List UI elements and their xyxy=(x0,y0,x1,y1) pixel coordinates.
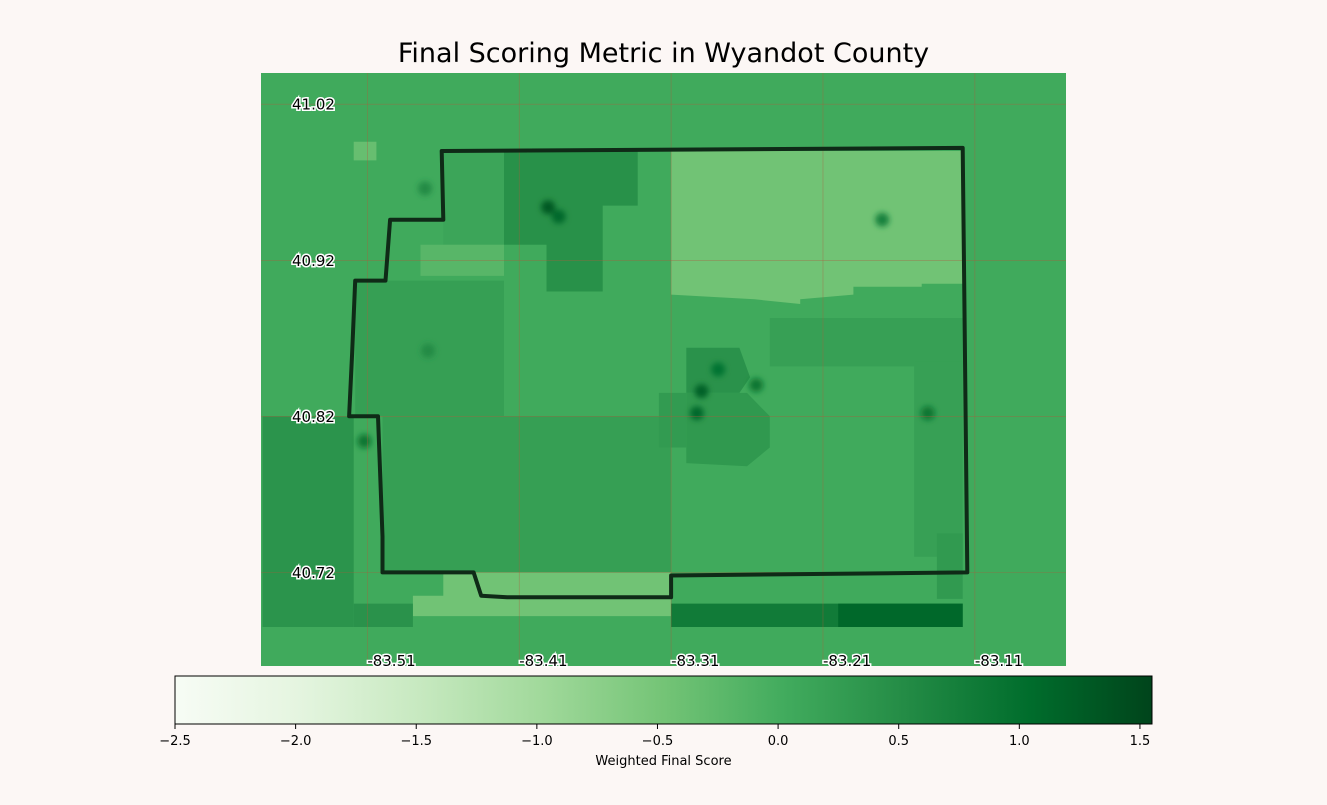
colorbar-tick-label: −2.0 xyxy=(280,734,312,749)
score-zone xyxy=(936,533,963,599)
lon-tick-label: -83.11 xyxy=(975,652,1023,670)
score-zone xyxy=(262,416,354,627)
score-zone xyxy=(382,416,504,573)
lon-tick-label: -83.41 xyxy=(519,652,567,670)
lon-tick-label: -83.21 xyxy=(823,652,871,670)
lon-tick-label: -83.51 xyxy=(367,652,415,670)
lat-tick-label: 40.92 xyxy=(292,252,335,270)
colorbar-tick-label: 1.0 xyxy=(1009,734,1030,749)
score-hotspot xyxy=(694,384,709,399)
score-hotspot xyxy=(920,406,935,421)
county-boundary xyxy=(347,145,970,600)
chart-title: Final Scoring Metric in Wyandot County xyxy=(397,38,930,69)
score-zone xyxy=(671,151,963,304)
score-zone xyxy=(838,603,963,627)
score-zone xyxy=(658,392,687,448)
score-hotspot xyxy=(357,434,372,449)
colorbar-tick-label: −1.5 xyxy=(400,734,432,749)
latitude-labels: 41.02 40.92 40.82 40.72 xyxy=(291,94,337,583)
colorbar-tick-label: −0.5 xyxy=(642,734,674,749)
colorbar: −2.5 −2.0 −1.5 −1.0 −0.5 0.0 0.5 1.0 1.5 Weighte… xyxy=(159,675,1153,769)
colorbar-tick-label: 0.0 xyxy=(768,734,789,749)
score-hotspot xyxy=(551,209,566,224)
score-hotspot xyxy=(421,343,436,358)
score-zone xyxy=(353,603,413,627)
score-hotspot xyxy=(749,378,764,393)
score-zone xyxy=(353,141,377,161)
score-zone xyxy=(504,151,638,292)
lon-tick-label: -83.31 xyxy=(671,652,719,670)
score-zone xyxy=(769,318,963,367)
colorbar-tick-label: 1.5 xyxy=(1130,734,1151,749)
score-hotspot xyxy=(689,406,704,421)
colorbar-label: Weighted Final Score xyxy=(595,754,731,769)
lat-tick-label: 40.72 xyxy=(292,564,335,582)
longitude-labels: -83.51 -83.41 -83.31 -83.21 -83.11 xyxy=(366,651,1025,672)
score-hotspot xyxy=(875,212,890,227)
score-hotspot xyxy=(711,362,726,377)
score-hotspot xyxy=(418,181,432,196)
score-zones xyxy=(262,141,963,627)
score-zone xyxy=(443,151,504,245)
lat-tick-label: 40.82 xyxy=(292,408,335,426)
score-zone xyxy=(914,361,963,557)
colorbar-bar xyxy=(174,675,1153,725)
colorbar-tick-label: 0.5 xyxy=(888,734,909,749)
colorbar-tick-label: −2.5 xyxy=(159,734,191,749)
score-zone xyxy=(504,416,672,573)
colorbar-ticks: −2.5 −2.0 −1.5 −1.0 −0.5 0.0 0.5 1.0 1.5 xyxy=(159,724,1150,749)
score-hotspots xyxy=(357,181,935,449)
score-zone xyxy=(412,572,672,617)
score-zone xyxy=(686,392,770,467)
lat-tick-label: 41.02 xyxy=(292,96,335,114)
colorbar-tick-label: −1.0 xyxy=(521,734,553,749)
score-hotspot xyxy=(541,200,556,215)
map-area xyxy=(261,73,1066,666)
